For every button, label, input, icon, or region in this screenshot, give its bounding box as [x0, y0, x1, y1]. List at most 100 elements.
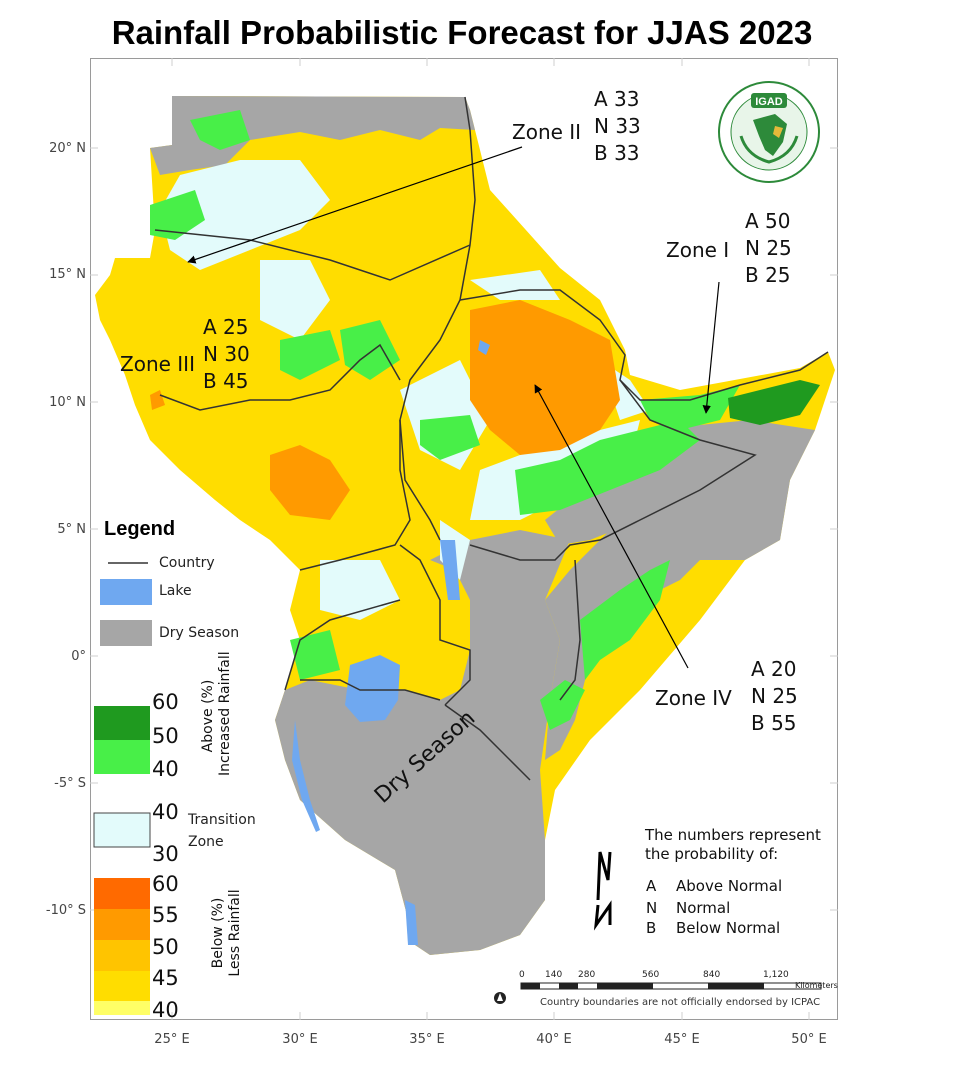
- lakes: [292, 340, 490, 945]
- zone-label: Zone II: [512, 120, 582, 144]
- scale-tick: 140: [545, 970, 563, 980]
- legend-below-caption: Below (%) Less Rainfall: [210, 878, 244, 988]
- dry-east-africa: [275, 530, 570, 955]
- legend-value: 60: [152, 690, 179, 714]
- lat-tick: 10° N: [49, 395, 86, 410]
- above-40-areas: [150, 110, 740, 730]
- north-arrow-icon: [593, 851, 612, 931]
- dry-ethiopia-east: [545, 420, 750, 545]
- zone-probabilities: A 33 N 33 B 33: [594, 86, 641, 167]
- note-line: the probability of:: [645, 845, 779, 863]
- lon-tick: 50° E: [791, 1032, 827, 1047]
- key-text: Below Normal: [676, 919, 781, 937]
- lon-tick: 45° E: [664, 1032, 700, 1047]
- note-line: The numbers represent: [645, 826, 821, 844]
- legend-value: 60: [152, 872, 179, 896]
- scale-tick: 840: [703, 970, 721, 980]
- lon-tick: 25° E: [154, 1032, 190, 1047]
- scale-bar: [520, 982, 822, 990]
- svg-text:IGAD: IGAD: [755, 96, 783, 108]
- lat-tick: 0°: [71, 649, 86, 664]
- probability-note: The numbers represent the probability of…: [645, 826, 821, 864]
- compass-needle-icon: [497, 993, 503, 1001]
- zone-label: Zone I: [666, 238, 730, 262]
- key-letter: N: [646, 899, 658, 917]
- prob-above: A 33: [594, 87, 640, 111]
- legend-below-50: [94, 940, 150, 971]
- legend-above-label: Above (%): [200, 679, 216, 753]
- lat-tick: 20° N: [49, 141, 86, 156]
- lon-tick: 35° E: [409, 1032, 445, 1047]
- below-55-area: [270, 445, 350, 520]
- prob-above: A 50: [745, 209, 791, 233]
- legend-country-label: Country: [159, 555, 215, 571]
- lat-tick: -10° S: [45, 903, 86, 918]
- legend-value: 50: [152, 724, 179, 748]
- legend-lake-swatch: [100, 579, 152, 605]
- legend-value: 40: [152, 800, 179, 824]
- legend-above-60: [94, 706, 150, 740]
- legend-below-60: [94, 878, 150, 909]
- legend-value: 40: [152, 757, 179, 781]
- legend-value: 45: [152, 966, 179, 990]
- legend-below-label: Below (%): [210, 897, 226, 969]
- country-borders: [154, 96, 829, 781]
- prob-above: A 20: [751, 657, 797, 681]
- lat-tick: 5° N: [57, 522, 86, 537]
- scale-tick: 280: [578, 970, 596, 980]
- lon-tick: 30° E: [282, 1032, 318, 1047]
- credit-note: Country boundaries are not officially en…: [540, 997, 821, 1008]
- key-text: Above Normal: [676, 877, 783, 895]
- zone-label: Zone IV: [655, 686, 732, 710]
- lat-tick: -5° S: [54, 776, 86, 791]
- prob-normal: N 33: [594, 114, 641, 138]
- scale-unit: Kilometers: [795, 981, 838, 990]
- legend-value: 55: [152, 903, 179, 927]
- prob-normal: N 30: [203, 342, 250, 366]
- legend-value: 30: [152, 842, 179, 866]
- legend-value: 50: [152, 935, 179, 959]
- prob-normal: N 25: [751, 684, 798, 708]
- key-letter: B: [646, 919, 657, 937]
- legend-dry-swatch: [100, 620, 152, 646]
- lat-tick: 15° N: [49, 267, 86, 282]
- legend-above-sublabel: Increased Rainfall: [217, 651, 233, 776]
- legend-transition: [93, 812, 151, 848]
- dry-somalia: [545, 420, 815, 760]
- zone-probabilities: A 25 N 30 B 45: [203, 314, 250, 395]
- prob-below: B 25: [745, 263, 791, 287]
- prob-normal: N 25: [745, 236, 792, 260]
- zone-arrows: [187, 146, 720, 669]
- legend-above-caption: Above (%) Increased Rainfall: [200, 651, 234, 776]
- zone-probabilities: A 50 N 25 B 25: [745, 208, 792, 289]
- zone-probabilities: A 20 N 25 B 55: [751, 656, 798, 737]
- prob-below: B 45: [203, 369, 249, 393]
- legend-below-40: [94, 1001, 150, 1015]
- below-55-area: [470, 300, 620, 455]
- legend-transition-sublabel: Zone: [188, 834, 224, 850]
- scale-tick: 0: [519, 970, 525, 980]
- scale-tick: 1,120: [763, 970, 789, 980]
- legend-below-45: [94, 971, 150, 1001]
- key-letter: A: [646, 877, 657, 895]
- prob-below: B 33: [594, 141, 640, 165]
- prob-above: A 25: [203, 315, 249, 339]
- legend-transition-label: Transition: [188, 812, 256, 828]
- legend-title: Legend: [104, 518, 176, 540]
- legend-below-sublabel: Less Rainfall: [227, 889, 243, 977]
- legend-lake-label: Lake: [159, 583, 192, 599]
- legend-below-55: [94, 909, 150, 940]
- zone-label: Zone III: [120, 352, 195, 376]
- key-text: Normal: [676, 899, 731, 917]
- above-60-area: [728, 380, 820, 425]
- scale-tick: 560: [642, 970, 660, 980]
- legend-value: 40: [152, 998, 179, 1022]
- legend-above-40: [94, 740, 150, 774]
- legend-dry-label: Dry Season: [159, 625, 240, 641]
- graticule: [90, 58, 838, 1020]
- igad-logo: IGAD: [718, 81, 820, 183]
- prob-below: B 55: [751, 711, 797, 735]
- map-title: Rainfall Probabilistic Forecast for JJAS…: [111, 14, 813, 51]
- lon-tick: 40° E: [536, 1032, 572, 1047]
